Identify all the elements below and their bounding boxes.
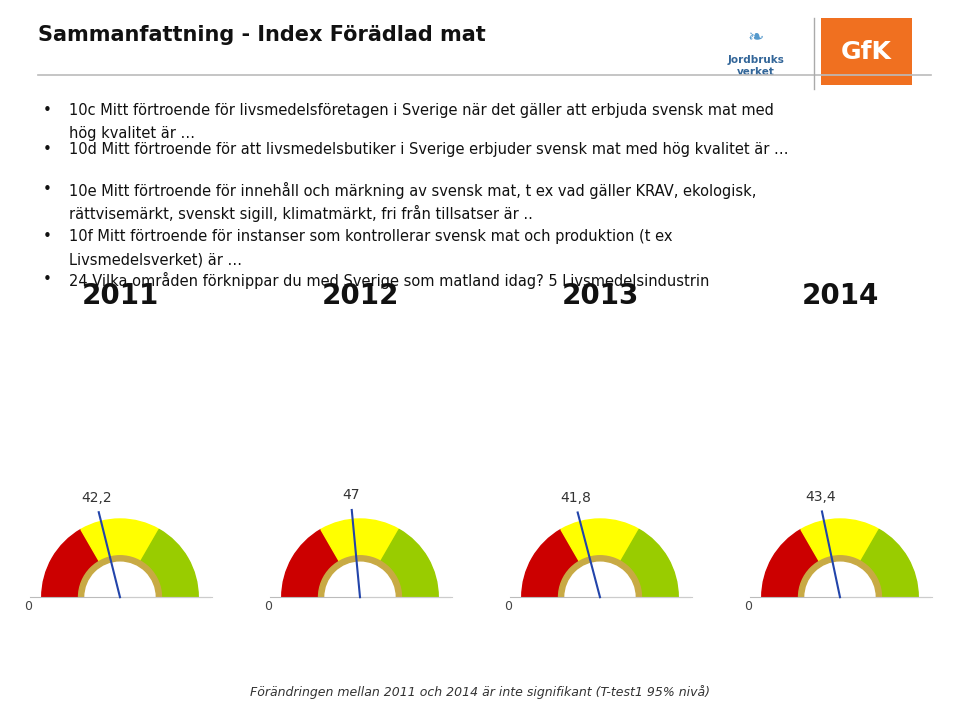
Text: •: • bbox=[43, 142, 52, 157]
Wedge shape bbox=[522, 530, 580, 597]
Text: 0: 0 bbox=[264, 600, 273, 613]
Text: •: • bbox=[43, 272, 52, 287]
Text: 10f Mitt förtroende för instanser som kontrollerar svensk mat och produktion (t : 10f Mitt förtroende för instanser som ko… bbox=[69, 229, 673, 244]
Wedge shape bbox=[319, 556, 401, 597]
Wedge shape bbox=[81, 519, 159, 562]
Text: 2011: 2011 bbox=[82, 282, 158, 310]
Wedge shape bbox=[140, 530, 198, 597]
Text: 43,4: 43,4 bbox=[805, 490, 835, 504]
Text: 2012: 2012 bbox=[322, 282, 398, 310]
Wedge shape bbox=[799, 556, 881, 597]
Wedge shape bbox=[762, 530, 820, 597]
Text: GfK: GfK bbox=[841, 40, 892, 63]
Text: 0: 0 bbox=[24, 600, 33, 613]
Text: •: • bbox=[43, 103, 52, 117]
Text: 47: 47 bbox=[343, 488, 360, 502]
Text: Sammanfattning - Index Förädlad mat: Sammanfattning - Index Förädlad mat bbox=[38, 25, 486, 45]
Text: Förändringen mellan 2011 och 2014 är inte signifikant (T-test1 95% nivå): Förändringen mellan 2011 och 2014 är int… bbox=[250, 685, 710, 699]
Wedge shape bbox=[801, 519, 879, 562]
Wedge shape bbox=[79, 556, 161, 597]
Wedge shape bbox=[559, 556, 641, 597]
Wedge shape bbox=[561, 519, 639, 562]
Text: hög kvalitet är …: hög kvalitet är … bbox=[69, 126, 195, 141]
Text: •: • bbox=[43, 182, 52, 197]
Text: Livsmedelsverket) är …: Livsmedelsverket) är … bbox=[69, 253, 242, 268]
Text: 10c Mitt förtroende för livsmedelsföretagen i Sverige när det gäller att erbjuda: 10c Mitt förtroende för livsmedelsföreta… bbox=[69, 103, 774, 117]
Text: Jordbruks
verket: Jordbruks verket bbox=[728, 56, 784, 77]
Wedge shape bbox=[380, 530, 438, 597]
Text: 0: 0 bbox=[504, 600, 513, 613]
Wedge shape bbox=[321, 519, 399, 562]
Text: 10d Mitt förtroende för att livsmedelsbutiker i Sverige erbjuder svensk mat med : 10d Mitt förtroende för att livsmedelsbu… bbox=[69, 142, 788, 157]
Text: rättvisemärkt, svenskt sigill, klimatmärkt, fri från tillsatser är ..: rättvisemärkt, svenskt sigill, klimatmär… bbox=[69, 205, 533, 222]
Text: 10e Mitt förtroende för innehåll och märkning av svensk mat, t ex vad gäller KRA: 10e Mitt förtroende för innehåll och mär… bbox=[69, 182, 756, 199]
Text: 2014: 2014 bbox=[802, 282, 878, 310]
Wedge shape bbox=[620, 530, 678, 597]
Text: ❧: ❧ bbox=[748, 28, 764, 47]
Wedge shape bbox=[860, 530, 918, 597]
Text: 41,8: 41,8 bbox=[561, 491, 591, 505]
Text: 24 Vilka områden förknippar du med Sverige som matland idag? 5 Livsmedelsindustr: 24 Vilka områden förknippar du med Sveri… bbox=[69, 272, 709, 289]
Wedge shape bbox=[42, 530, 100, 597]
Text: 2013: 2013 bbox=[562, 282, 638, 310]
Wedge shape bbox=[282, 530, 340, 597]
Text: 0: 0 bbox=[744, 600, 753, 613]
Text: •: • bbox=[43, 229, 52, 244]
Text: 42,2: 42,2 bbox=[82, 491, 112, 505]
